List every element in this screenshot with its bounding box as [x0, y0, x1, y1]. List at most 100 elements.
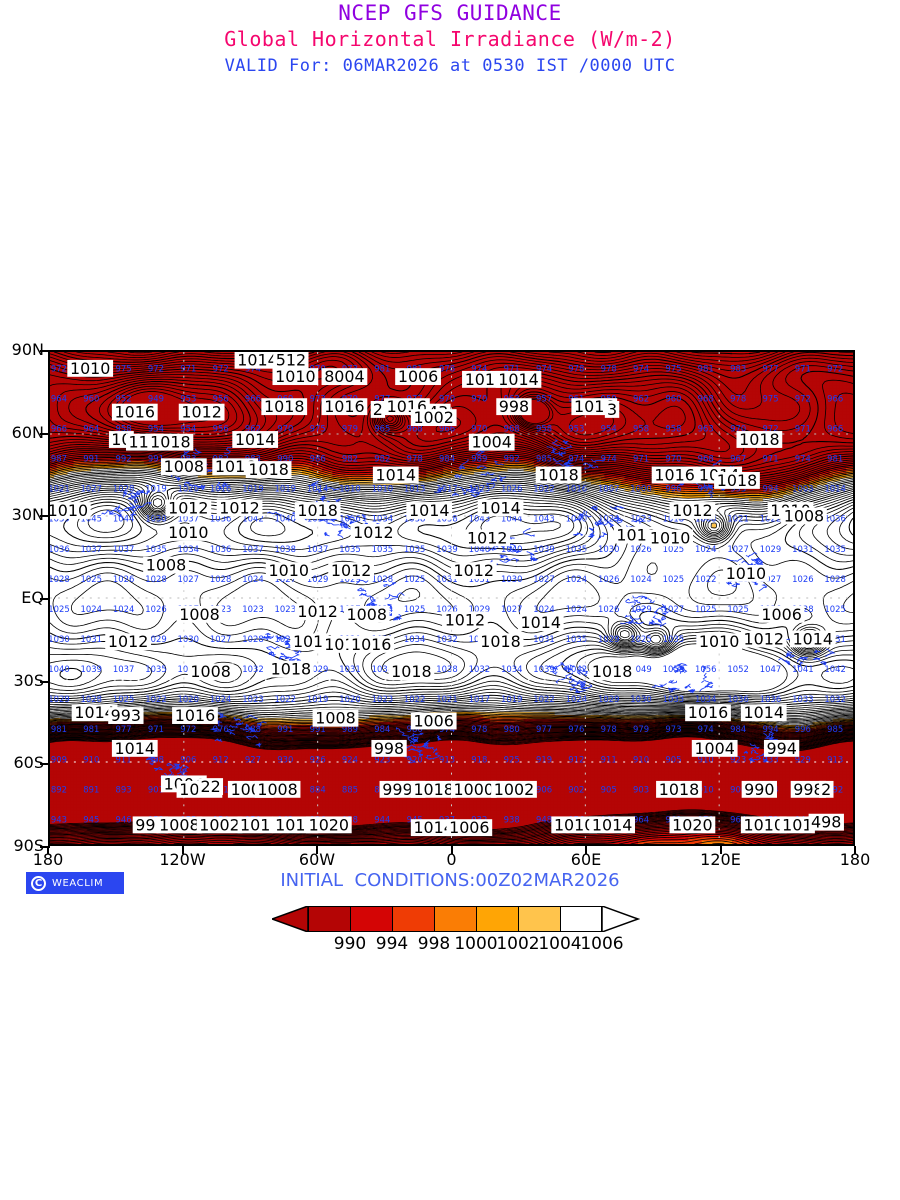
fill-cell [805, 361, 811, 366]
fill-cell [738, 371, 743, 376]
fill-cell [459, 355, 464, 360]
fill-cell [335, 361, 340, 366]
fill-cell [150, 361, 155, 366]
fill-cell [177, 368, 182, 373]
fill-cell [426, 355, 431, 360]
fill-cell [705, 361, 710, 366]
fill-cell [137, 358, 142, 363]
fill-cell [721, 378, 727, 383]
fill-cell [772, 355, 777, 360]
fill-cell [150, 355, 155, 360]
fill-cell [453, 375, 458, 380]
fill-cell [375, 365, 380, 370]
fill-cell [412, 355, 417, 360]
fill-cell [53, 371, 58, 376]
fill-cell [711, 368, 716, 373]
fill-cell [506, 368, 511, 373]
fill-cell [312, 352, 317, 356]
fill-cell [83, 381, 88, 386]
fill-cell [567, 381, 572, 386]
fill-cell [412, 358, 417, 363]
fill-cell [449, 381, 454, 386]
fill-cell [184, 358, 189, 363]
fill-cell [399, 361, 404, 366]
fill-cell [617, 358, 622, 363]
fill-cell [574, 361, 579, 366]
fill-cell [120, 375, 125, 380]
fill-cell [601, 371, 606, 376]
fill-cell [769, 378, 774, 383]
fill-cell [842, 352, 847, 356]
fill-cell [214, 365, 219, 370]
fill-cell [547, 371, 552, 376]
fill-cell [765, 352, 770, 356]
fill-cell [668, 355, 673, 360]
fill-cell [782, 378, 787, 383]
fill-cell [268, 371, 273, 376]
fill-cell [691, 381, 696, 386]
fill-cell [661, 352, 666, 356]
fill-cell [849, 378, 853, 383]
fill-cell [362, 355, 367, 360]
fill-cell [664, 378, 669, 383]
fill-cell [691, 352, 696, 356]
map-plot-area[interactable]: 9729759759729719729749759709739819819789… [48, 350, 855, 846]
fill-cell [392, 368, 397, 373]
fill-cell [201, 358, 206, 363]
fill-cell [362, 352, 367, 356]
fill-cell [375, 375, 380, 380]
fill-cell [207, 352, 212, 356]
fill-cell [137, 371, 142, 376]
fill-cell [661, 371, 666, 376]
fill-cell [342, 355, 347, 360]
fill-cell [580, 361, 585, 366]
fill-cell [476, 355, 481, 360]
fill-cell [244, 378, 249, 383]
fill-cell [328, 361, 333, 366]
fill-cell [76, 352, 81, 356]
fill-cell [617, 378, 622, 383]
fill-cell [846, 355, 851, 360]
fill-cell [473, 365, 478, 370]
fill-cell [735, 378, 740, 383]
fill-cell [187, 358, 192, 363]
fill-cell [234, 381, 239, 386]
fill-cell [721, 361, 727, 366]
fill-cell [402, 361, 407, 366]
fill-cell [765, 365, 770, 370]
fill-cell [365, 352, 370, 356]
fill-cell [375, 381, 380, 386]
fill-cell [668, 381, 673, 386]
fill-cell [654, 368, 659, 373]
fill-cell [641, 371, 646, 376]
fill-cell [389, 368, 394, 373]
fill-cell [157, 378, 162, 383]
fill-cell [527, 368, 532, 373]
fill-cell [103, 378, 108, 383]
fill-cell [204, 358, 209, 363]
fill-cell [631, 365, 636, 370]
fill-cell [372, 371, 377, 376]
fill-cell [369, 378, 374, 383]
fill-cell [228, 378, 233, 383]
fill-cell [537, 355, 542, 360]
fill-cell [157, 355, 162, 360]
fill-cell [560, 371, 565, 376]
fill-cell [308, 352, 313, 356]
fill-cell [167, 378, 172, 383]
fill-cell [187, 365, 192, 370]
fill-cell [664, 355, 669, 360]
fill-cell [429, 361, 434, 366]
fill-cell [611, 352, 616, 356]
fill-cell [312, 361, 317, 366]
fill-cell [570, 378, 575, 383]
fill-cell [382, 378, 387, 383]
fill-cell [406, 358, 411, 363]
fill-cell [241, 381, 246, 386]
fill-cell [779, 358, 784, 363]
fill-cell [681, 378, 686, 383]
fill-cell [372, 378, 377, 383]
fill-cell [637, 381, 643, 386]
fill-cell [130, 352, 135, 356]
fill-cell [228, 355, 233, 360]
